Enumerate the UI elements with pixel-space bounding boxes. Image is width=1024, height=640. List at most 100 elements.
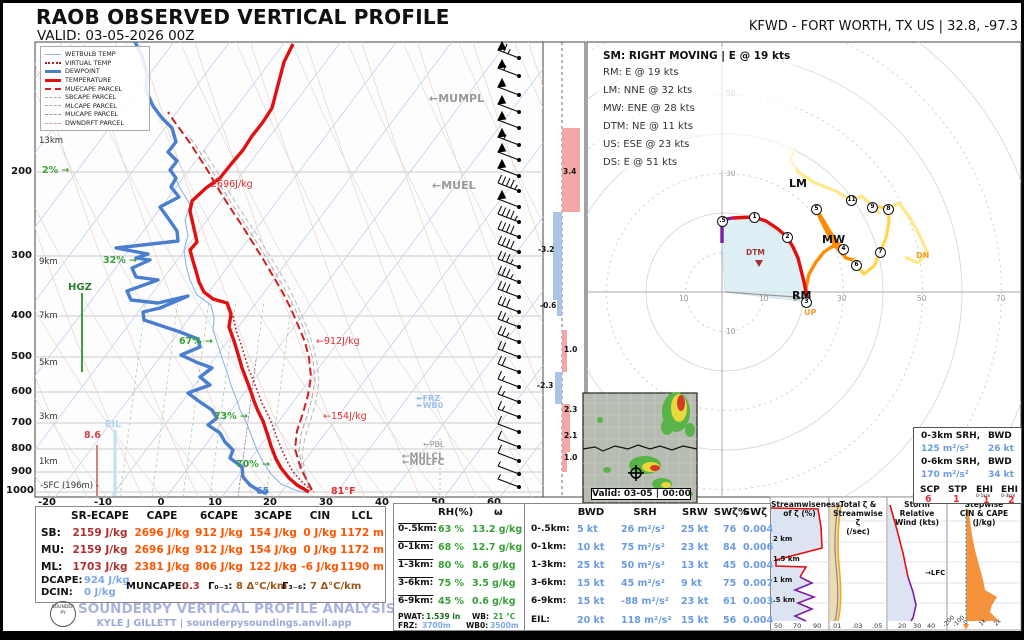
legend-item: MLCAPE PARCEL (45, 102, 145, 111)
pwat-value: 1.539 in (426, 612, 461, 621)
legend-item: DWNDRFT PARCEL (45, 119, 145, 128)
mini3-tick: 40 (927, 622, 936, 630)
streamwiseness-chart (769, 507, 823, 622)
total-streamwise-vorticity-chart (830, 504, 842, 622)
kin-header: BWD (577, 507, 605, 518)
dtm-marker (755, 260, 763, 267)
temp-tick: 20 (263, 497, 277, 508)
rh-value: 75 % (438, 578, 465, 589)
wb0-value: 3500m (490, 621, 519, 630)
pressure-tick: 900 (11, 466, 32, 477)
kin-srh: 75 m²/s² (621, 542, 665, 553)
pressure-tick: 700 (11, 417, 32, 428)
stepwise-cin-cape-chart (963, 505, 998, 630)
temp-tick: 0 (157, 497, 165, 508)
hodo-trace-1-3km (731, 215, 809, 303)
rh-value: 45 % (438, 596, 465, 607)
pressure-gridlines (35, 171, 543, 493)
kin-bwd: 10 kt (577, 542, 605, 553)
kin-swz: 0.004 (743, 524, 774, 535)
bwd3-value: 26 kt (988, 444, 1014, 454)
radar-crosshair-icon (628, 465, 644, 481)
height-label: 13km (39, 136, 64, 146)
kin-swp: 76 (723, 524, 737, 535)
hodo-height-marker: 6 (851, 260, 862, 271)
mini3-lfc-label: →LFC (925, 569, 946, 577)
storm-motion-block: SM: RIGHT MOVING | E @ 19 kts RM: E @ 19… (597, 47, 797, 171)
hodo-height-marker: 1 (749, 212, 760, 223)
col-header: 6CAPE (199, 510, 238, 522)
state-boundary (582, 444, 698, 452)
lapse03-label: Γ₀₋₃: (208, 581, 233, 592)
legend-label: MLCAPE PARCEL (65, 101, 117, 110)
lapse36-value: 7 Δ°C/km (310, 581, 362, 592)
kin-swz: 0.004 (743, 615, 774, 626)
kin-srw: 25 kt (681, 524, 709, 535)
hodo-height-marker: 4 (838, 244, 849, 255)
row-label: ML: (41, 561, 63, 573)
omega-bar (555, 372, 562, 404)
lapse03-value: 8 Δ°C/km (236, 581, 288, 592)
omega-bar (562, 330, 567, 372)
storm-motion-arrowhead (793, 293, 803, 301)
kin-layer: EIL: (531, 615, 550, 625)
wetbulb-line-sample (45, 53, 61, 55)
omega-bar (562, 404, 570, 430)
kin-swz: 0.003 (743, 596, 774, 607)
kin-header: SWζ% (713, 507, 749, 518)
ehi1-sub: 0-1km (976, 494, 991, 499)
wetbulb-line (171, 169, 307, 494)
up-label: UP (804, 308, 817, 317)
kin-srw: 23 kt (681, 596, 709, 607)
thermo-table: SR-ECAPE CAPE 6CAPE 3CAPE CIN LCL SB: 21… (35, 506, 386, 603)
temp-tick: -10 (93, 497, 113, 508)
kin-layer: 3-6km: (531, 578, 567, 588)
kin-srh: 50 m²/s² (621, 560, 665, 571)
cell: 1190 m (340, 561, 384, 573)
kin-swz: 0.004 (743, 560, 774, 571)
hodo-trace-3-6km (804, 207, 854, 303)
kin-bwd: 15 kt (577, 578, 605, 589)
mixr-value: 0.6 g/kg (472, 596, 516, 607)
rh-layer-label: 2% → (42, 165, 70, 176)
bwd6-value: 34 kt (988, 470, 1014, 480)
dcape-value: 924 J/kg (84, 575, 130, 586)
kin-srh: 45 m²/s² (621, 578, 665, 589)
srh6-value: 170 m²/s² (921, 470, 969, 480)
footer-credit: KYLE J GILLETT | sounderpysoundings.anvi… (96, 618, 352, 629)
col-header: CIN (309, 510, 331, 522)
omega-value: 2.1 (564, 431, 578, 440)
mini1-tick: 70 (793, 622, 802, 630)
omega-bar (562, 452, 567, 472)
omega-bar (562, 128, 580, 212)
storm-motion-arrow (724, 291, 797, 298)
kinematics-table: BWD SRH SRW SWζ% SWζ 0-.5km: 5 kt 26 m²/… (524, 503, 774, 631)
omega-value: -0.6 (540, 301, 557, 310)
muel-label: ←MUEL (432, 179, 476, 192)
mini3-title: Storm Relative Wind (kts) (894, 500, 940, 527)
ring-label: 10 (679, 294, 689, 303)
dn-label: DN (916, 251, 930, 260)
layer-label: 0-1km: (398, 542, 434, 552)
bwd3-header: BWD (988, 431, 1012, 441)
mixing-ratio-highlight (237, 359, 257, 497)
kin-swp: 84 (723, 542, 737, 553)
moisture-table: RH(%) ω 0-.5km: 63 % 13.2 g/kg 0-1km: 68… (393, 503, 525, 631)
muecape-parcel-line (167, 111, 313, 491)
temp-tick: -20 (37, 497, 57, 508)
temp-tick: 10 (208, 497, 222, 508)
kin-swz: 0.007 (743, 578, 774, 589)
legend-label: WETBULB TEMP (65, 50, 116, 59)
kin-bwd: 25 kt (577, 560, 605, 571)
ring-label: 30 (837, 294, 847, 303)
omega-value: -2.3 (537, 381, 554, 390)
temperature-line (188, 43, 310, 494)
kin-layer: 6-9km: (531, 596, 567, 606)
legend-label: MUECAPE PARCEL (65, 84, 122, 93)
mini1-height-label: .5 km (773, 596, 795, 604)
omega-value: -3.2 (538, 245, 555, 254)
vector-line: US: ESE @ 23 kts (603, 139, 690, 150)
rh-layer-label: 32% → (103, 255, 138, 266)
footer-brand: SOUNDERPY VERTICAL PROFILE ANALYSIS TOOL (78, 601, 441, 617)
omega-bar (553, 212, 562, 300)
